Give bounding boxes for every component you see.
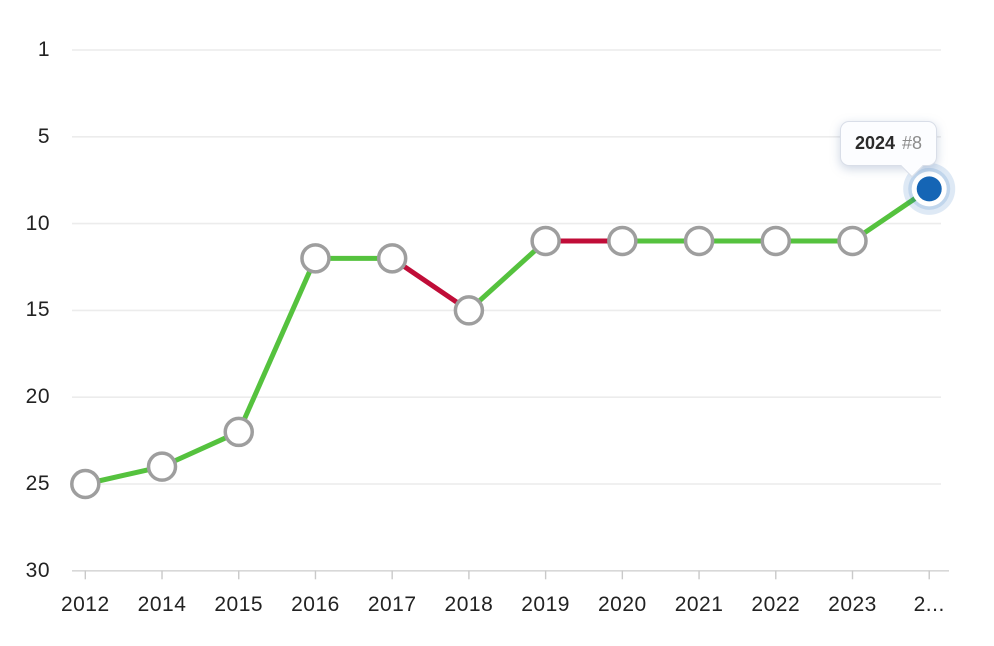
tooltip: 2024 #8 bbox=[840, 121, 938, 177]
x-axis-label-2023: 2023 bbox=[828, 593, 877, 616]
x-axis-label-2020: 2020 bbox=[597, 593, 647, 616]
x-axis-label-2024: 2... bbox=[913, 593, 945, 616]
data-point-2012[interactable] bbox=[70, 468, 101, 500]
x-axis-label-2012: 2012 bbox=[60, 593, 110, 616]
data-point-2019[interactable] bbox=[530, 225, 561, 257]
y-axis-label-15: 15 bbox=[25, 298, 50, 322]
y-axis-label-5: 5 bbox=[37, 124, 50, 148]
x-axis-label-2021: 2021 bbox=[674, 593, 724, 616]
current-point-marker[interactable] bbox=[916, 176, 942, 202]
data-point-2020[interactable] bbox=[607, 225, 638, 257]
y-axis-label-10: 10 bbox=[25, 211, 50, 235]
y-axis-label-25: 25 bbox=[25, 472, 50, 495]
x-axis-label-2018: 2018 bbox=[444, 593, 494, 616]
x-axis-label-2022: 2022 bbox=[751, 593, 801, 616]
x-axis-label-2019: 2019 bbox=[521, 593, 570, 616]
data-point-2018[interactable] bbox=[453, 295, 485, 326]
data-point-2015[interactable] bbox=[223, 416, 254, 448]
x-axis-label-2017: 2017 bbox=[367, 593, 417, 616]
data-point-2016[interactable] bbox=[300, 243, 331, 274]
tooltip-year-label: 2024 bbox=[855, 133, 896, 153]
trend-segment-2015-2016 bbox=[236, 257, 318, 433]
x-axis-label-2016: 2016 bbox=[291, 593, 340, 616]
data-point-2021[interactable] bbox=[683, 225, 715, 257]
data-point-2014[interactable] bbox=[146, 451, 178, 482]
x-axis-label-2015: 2015 bbox=[214, 593, 264, 616]
y-axis-label-1: 1 bbox=[37, 38, 50, 61]
tooltip-rank-value: #8 bbox=[902, 133, 923, 153]
y-axis-label-20: 20 bbox=[25, 385, 50, 409]
x-axis-label-2014: 2014 bbox=[137, 593, 187, 616]
trend-segment-2018-2019 bbox=[467, 239, 548, 313]
data-point-2017[interactable] bbox=[376, 243, 408, 274]
data-point-2022[interactable] bbox=[760, 225, 792, 257]
trend-segment-2017-2018 bbox=[390, 256, 471, 313]
data-point-2023[interactable] bbox=[837, 225, 868, 257]
y-axis-label-30: 30 bbox=[25, 558, 50, 582]
